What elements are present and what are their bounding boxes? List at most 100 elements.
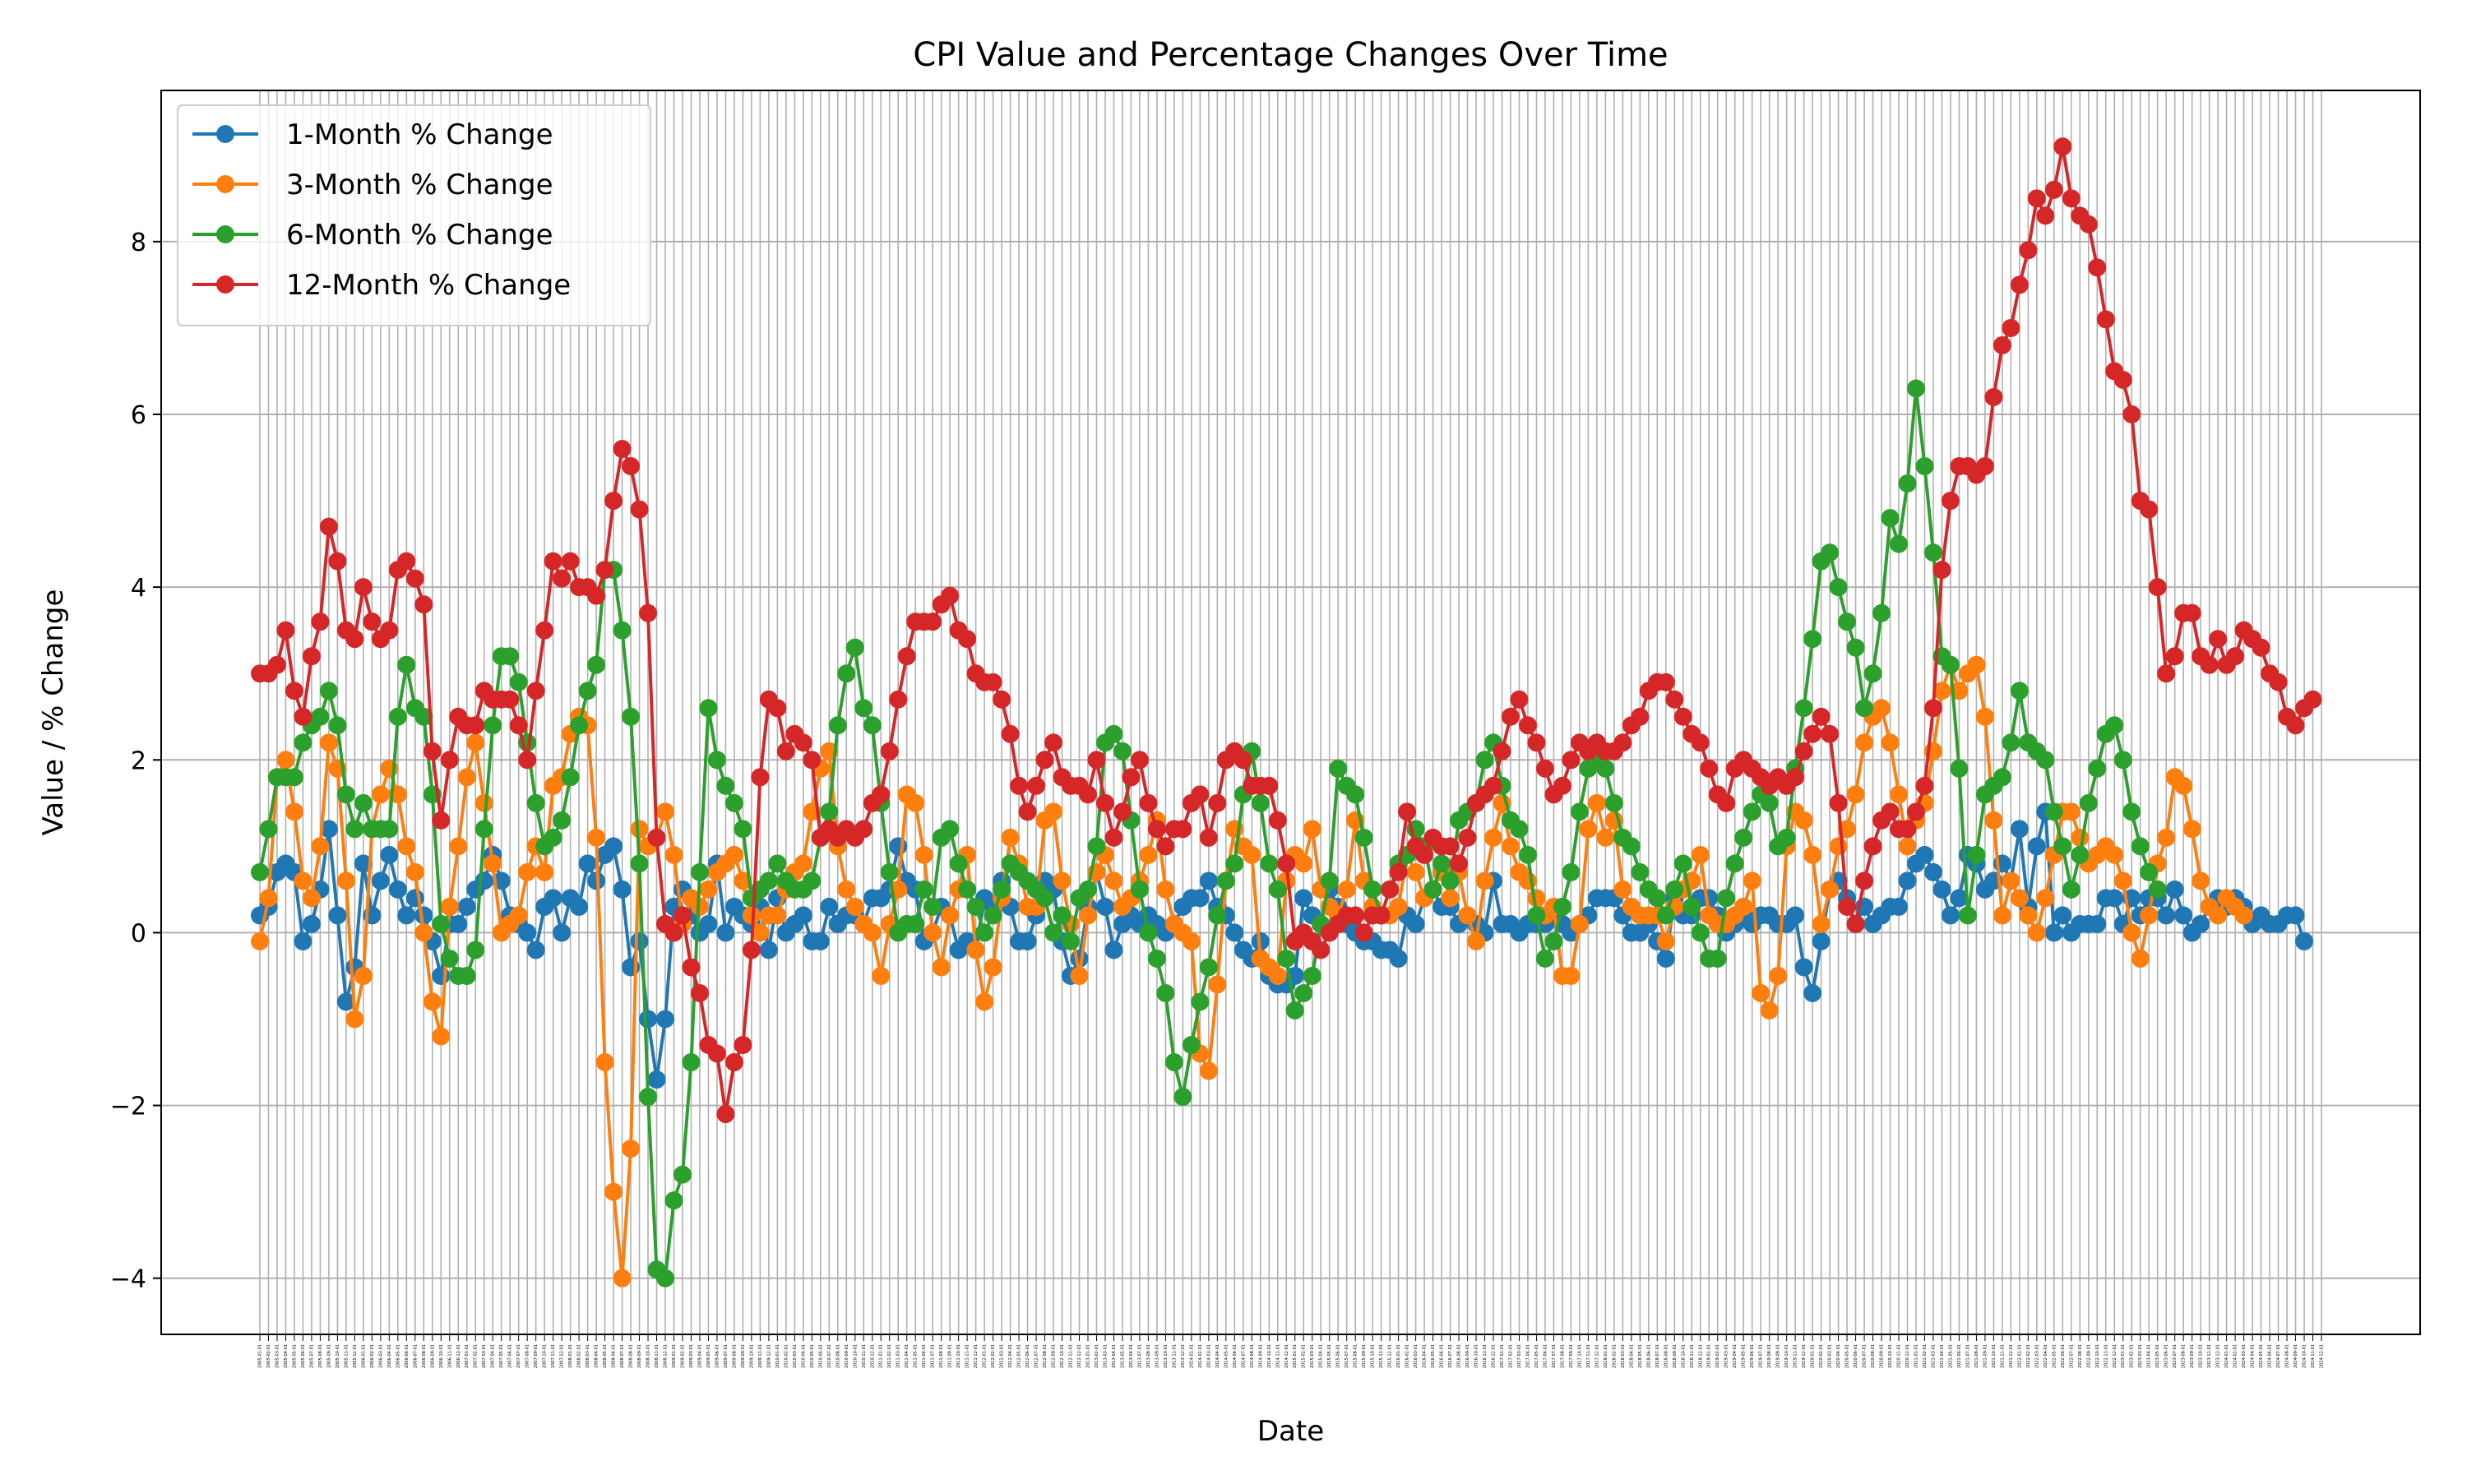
x-tick-label: 2005-06-01: [301, 1344, 306, 1368]
x-tick-label: 2017-05-01: [1534, 1344, 1539, 1368]
data-point: [2200, 655, 2219, 674]
data-point: [751, 923, 770, 942]
data-point: [1130, 880, 1149, 899]
x-tick-label: 2012-02-01: [991, 1344, 996, 1368]
x-tick-label: 2022-12-01: [2113, 1344, 2118, 1368]
data-point: [518, 751, 537, 770]
data-point: [2002, 733, 2020, 752]
legend-label: 3-Month % Change: [286, 169, 553, 201]
x-tick-label: 2019-03-01: [1724, 1344, 1729, 1368]
data-point: [1027, 776, 1046, 795]
data-point: [457, 966, 476, 985]
x-tick-label: 2012-10-01: [1060, 1344, 1065, 1368]
data-point: [1691, 845, 1710, 864]
data-point: [1268, 880, 1287, 899]
data-point: [1717, 889, 1736, 908]
data-point: [716, 776, 735, 795]
data-point: [673, 1165, 692, 1184]
x-tick-label: 2018-01-01: [1604, 1344, 1608, 1368]
data-point: [1803, 845, 1822, 864]
data-point: [966, 897, 985, 916]
data-point: [613, 880, 632, 899]
data-point: [328, 716, 347, 735]
data-point: [544, 828, 562, 847]
data-point: [1794, 699, 1813, 718]
data-point: [1501, 707, 1520, 726]
x-tick-label: 2017-04-01: [1525, 1344, 1530, 1368]
x-tick-label: 2017-09-01: [1569, 1344, 1574, 1368]
data-point: [1821, 543, 1840, 562]
x-tick-label: 2007-05-01: [499, 1344, 504, 1368]
x-tick-label: 2007-12-01: [560, 1344, 565, 1368]
x-tick-label: 2005-02-01: [266, 1344, 271, 1368]
x-tick-label: 2005-09-01: [326, 1344, 331, 1368]
data-point: [1320, 871, 1339, 890]
x-tick-label: 2006-01-01: [361, 1344, 366, 1368]
x-tick-label: 2023-09-01: [2190, 1344, 2195, 1368]
data-point: [2165, 647, 2184, 666]
data-point: [423, 992, 442, 1011]
x-tick-label: 2005-04-01: [284, 1344, 289, 1368]
x-tick-label: 2014-06-01: [1233, 1344, 1238, 1368]
data-point: [354, 854, 373, 873]
data-point: [1354, 828, 1373, 847]
data-point: [294, 733, 312, 752]
data-point: [1812, 932, 1831, 950]
data-point: [1104, 871, 1123, 890]
data-point: [1691, 733, 1710, 752]
x-tick-label: 2014-04-01: [1215, 1344, 1220, 1368]
data-point: [794, 733, 812, 752]
x-tick-label: 2017-07-01: [1552, 1344, 1557, 1368]
data-point: [647, 1070, 666, 1089]
data-point: [656, 802, 675, 821]
x-tick-label: 2010-04-01: [801, 1344, 806, 1368]
data-point: [1613, 880, 1632, 899]
data-point: [2002, 318, 2020, 337]
x-tick-label: 2021-03-01: [1931, 1344, 1936, 1368]
data-point: [1587, 793, 1606, 812]
x-tick-label: 2007-04-01: [491, 1344, 496, 1368]
x-tick-label: 2014-12-01: [1284, 1344, 1289, 1368]
x-tick-label: 2011-12-01: [974, 1344, 979, 1368]
data-point: [302, 914, 321, 933]
data-point: [328, 552, 347, 571]
data-point: [2053, 906, 2072, 925]
x-tick-label: 2009-01-01: [672, 1344, 677, 1368]
x-tick-label: 2016-09-01: [1465, 1344, 1470, 1368]
y-tick-label: 4: [131, 574, 146, 603]
data-point: [880, 742, 899, 760]
data-point: [1122, 768, 1141, 787]
data-point: [1846, 785, 1865, 804]
data-point: [664, 923, 683, 942]
data-point: [259, 889, 278, 908]
data-point: [1941, 492, 1960, 511]
data-point: [2002, 871, 2020, 890]
data-point: [1164, 1053, 1183, 1072]
data-point: [1303, 820, 1321, 839]
data-point: [397, 837, 416, 856]
x-tick-label: 2015-11-01: [1379, 1344, 1384, 1368]
data-point: [2105, 845, 2124, 864]
x-tick-label: 2019-07-01: [1759, 1344, 1764, 1368]
data-point: [380, 621, 399, 640]
data-point: [716, 923, 735, 942]
data-point: [699, 914, 718, 933]
x-tick-label: 2019-11-01: [1794, 1344, 1798, 1368]
data-point: [1906, 802, 1925, 821]
x-tick-label: 2008-10-01: [646, 1344, 651, 1368]
x-tick-label: 2008-12-01: [664, 1344, 669, 1368]
x-tick-label: 2014-07-01: [1241, 1344, 1246, 1368]
data-point: [2062, 189, 2081, 208]
data-point: [1199, 871, 1218, 890]
data-point: [1458, 906, 1477, 925]
data-point: [1044, 923, 1063, 942]
data-point: [2044, 802, 2063, 821]
data-point: [2148, 880, 2167, 899]
data-point: [2122, 405, 2141, 424]
x-tick-label: 2022-05-01: [2052, 1344, 2057, 1368]
data-point: [1398, 802, 1417, 821]
x-tick-label: 2006-09-01: [430, 1344, 435, 1368]
data-point: [405, 569, 424, 588]
data-point: [622, 1140, 641, 1158]
